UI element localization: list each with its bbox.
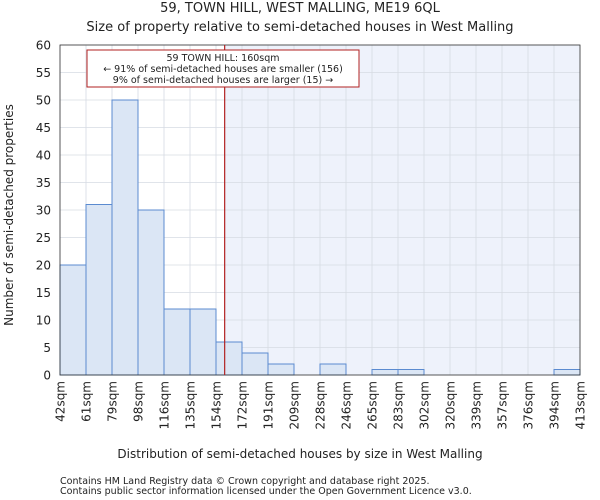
footer-line-1: Contains HM Land Registry data © Crown c…: [60, 476, 430, 487]
x-tick-label: 302sqm: [418, 381, 432, 429]
histogram-bar: [85, 204, 113, 376]
y-tick-label: 25: [36, 231, 51, 245]
annotation-line-1: 59 TOWN HILL: 160sqm: [166, 53, 279, 64]
histogram-bar: [553, 369, 581, 376]
histogram-bar: [59, 264, 87, 376]
x-tick-label: 135sqm: [184, 381, 198, 429]
histogram-bar: [215, 341, 243, 376]
x-tick-label: 320sqm: [444, 381, 458, 429]
x-tick-label: 413sqm: [574, 381, 588, 429]
x-tick-label: 191sqm: [262, 381, 276, 429]
x-tick-label: 265sqm: [366, 381, 380, 429]
x-tick-label: 376sqm: [522, 381, 536, 429]
y-tick-label: 45: [36, 121, 51, 135]
x-tick-label: 209sqm: [288, 381, 302, 429]
x-tick-label: 283sqm: [392, 381, 406, 429]
y-tick-label: 55: [36, 66, 51, 80]
annotation-line-3: 9% of semi-detached houses are larger (1…: [113, 75, 333, 86]
x-tick-label: 42sqm: [54, 381, 68, 422]
y-tick-label: 50: [36, 94, 51, 108]
y-tick-label: 35: [36, 176, 51, 190]
histogram-bar: [189, 308, 217, 376]
y-tick-label: 40: [36, 149, 51, 163]
annotation-line-2: ← 91% of semi-detached houses are smalle…: [103, 64, 343, 75]
y-tick-label: 15: [36, 286, 51, 300]
histogram-bar: [137, 209, 165, 376]
x-tick-label: 98sqm: [132, 381, 146, 422]
histogram-bar: [371, 369, 399, 376]
x-tick-label: 357sqm: [496, 381, 510, 429]
histogram-bar: [241, 352, 269, 376]
annotation-box: 59 TOWN HILL: 160sqm ← 91% of semi-detac…: [86, 49, 360, 88]
plot-frame: [59, 44, 581, 376]
x-tick-label: 172sqm: [236, 381, 250, 429]
y-axis-label: Number of semi-detached properties: [2, 104, 16, 326]
x-tick-label: 339sqm: [470, 381, 484, 429]
y-tick-label: 20: [36, 259, 51, 273]
y-tick-label: 10: [36, 314, 51, 328]
y-tick-label: 5: [43, 341, 51, 355]
x-tick-label: 61sqm: [80, 381, 94, 422]
y-tick-label: 30: [36, 204, 51, 218]
x-tick-label: 79sqm: [106, 381, 120, 422]
chart-subtitle: Size of property relative to semi-detach…: [86, 20, 513, 35]
x-tick-label: 246sqm: [340, 381, 354, 429]
histogram-bar: [319, 363, 347, 376]
y-tick-label: 0: [43, 369, 51, 383]
x-tick-label: 228sqm: [314, 381, 328, 429]
histogram-bar: [397, 369, 425, 376]
histogram-bar: [163, 308, 191, 376]
x-tick-label: 154sqm: [210, 381, 224, 429]
chart-title: 59, TOWN HILL, WEST MALLING, ME19 6QL: [160, 1, 441, 16]
x-tick-label: 116sqm: [158, 381, 172, 429]
x-axis-label: Distribution of semi-detached houses by …: [117, 447, 482, 461]
histogram-bar: [267, 363, 295, 376]
y-tick-label: 60: [36, 39, 51, 53]
footer-line-2: Contains public sector information licen…: [60, 486, 472, 497]
histogram-bar: [111, 99, 139, 376]
x-tick-label: 394sqm: [548, 381, 562, 429]
